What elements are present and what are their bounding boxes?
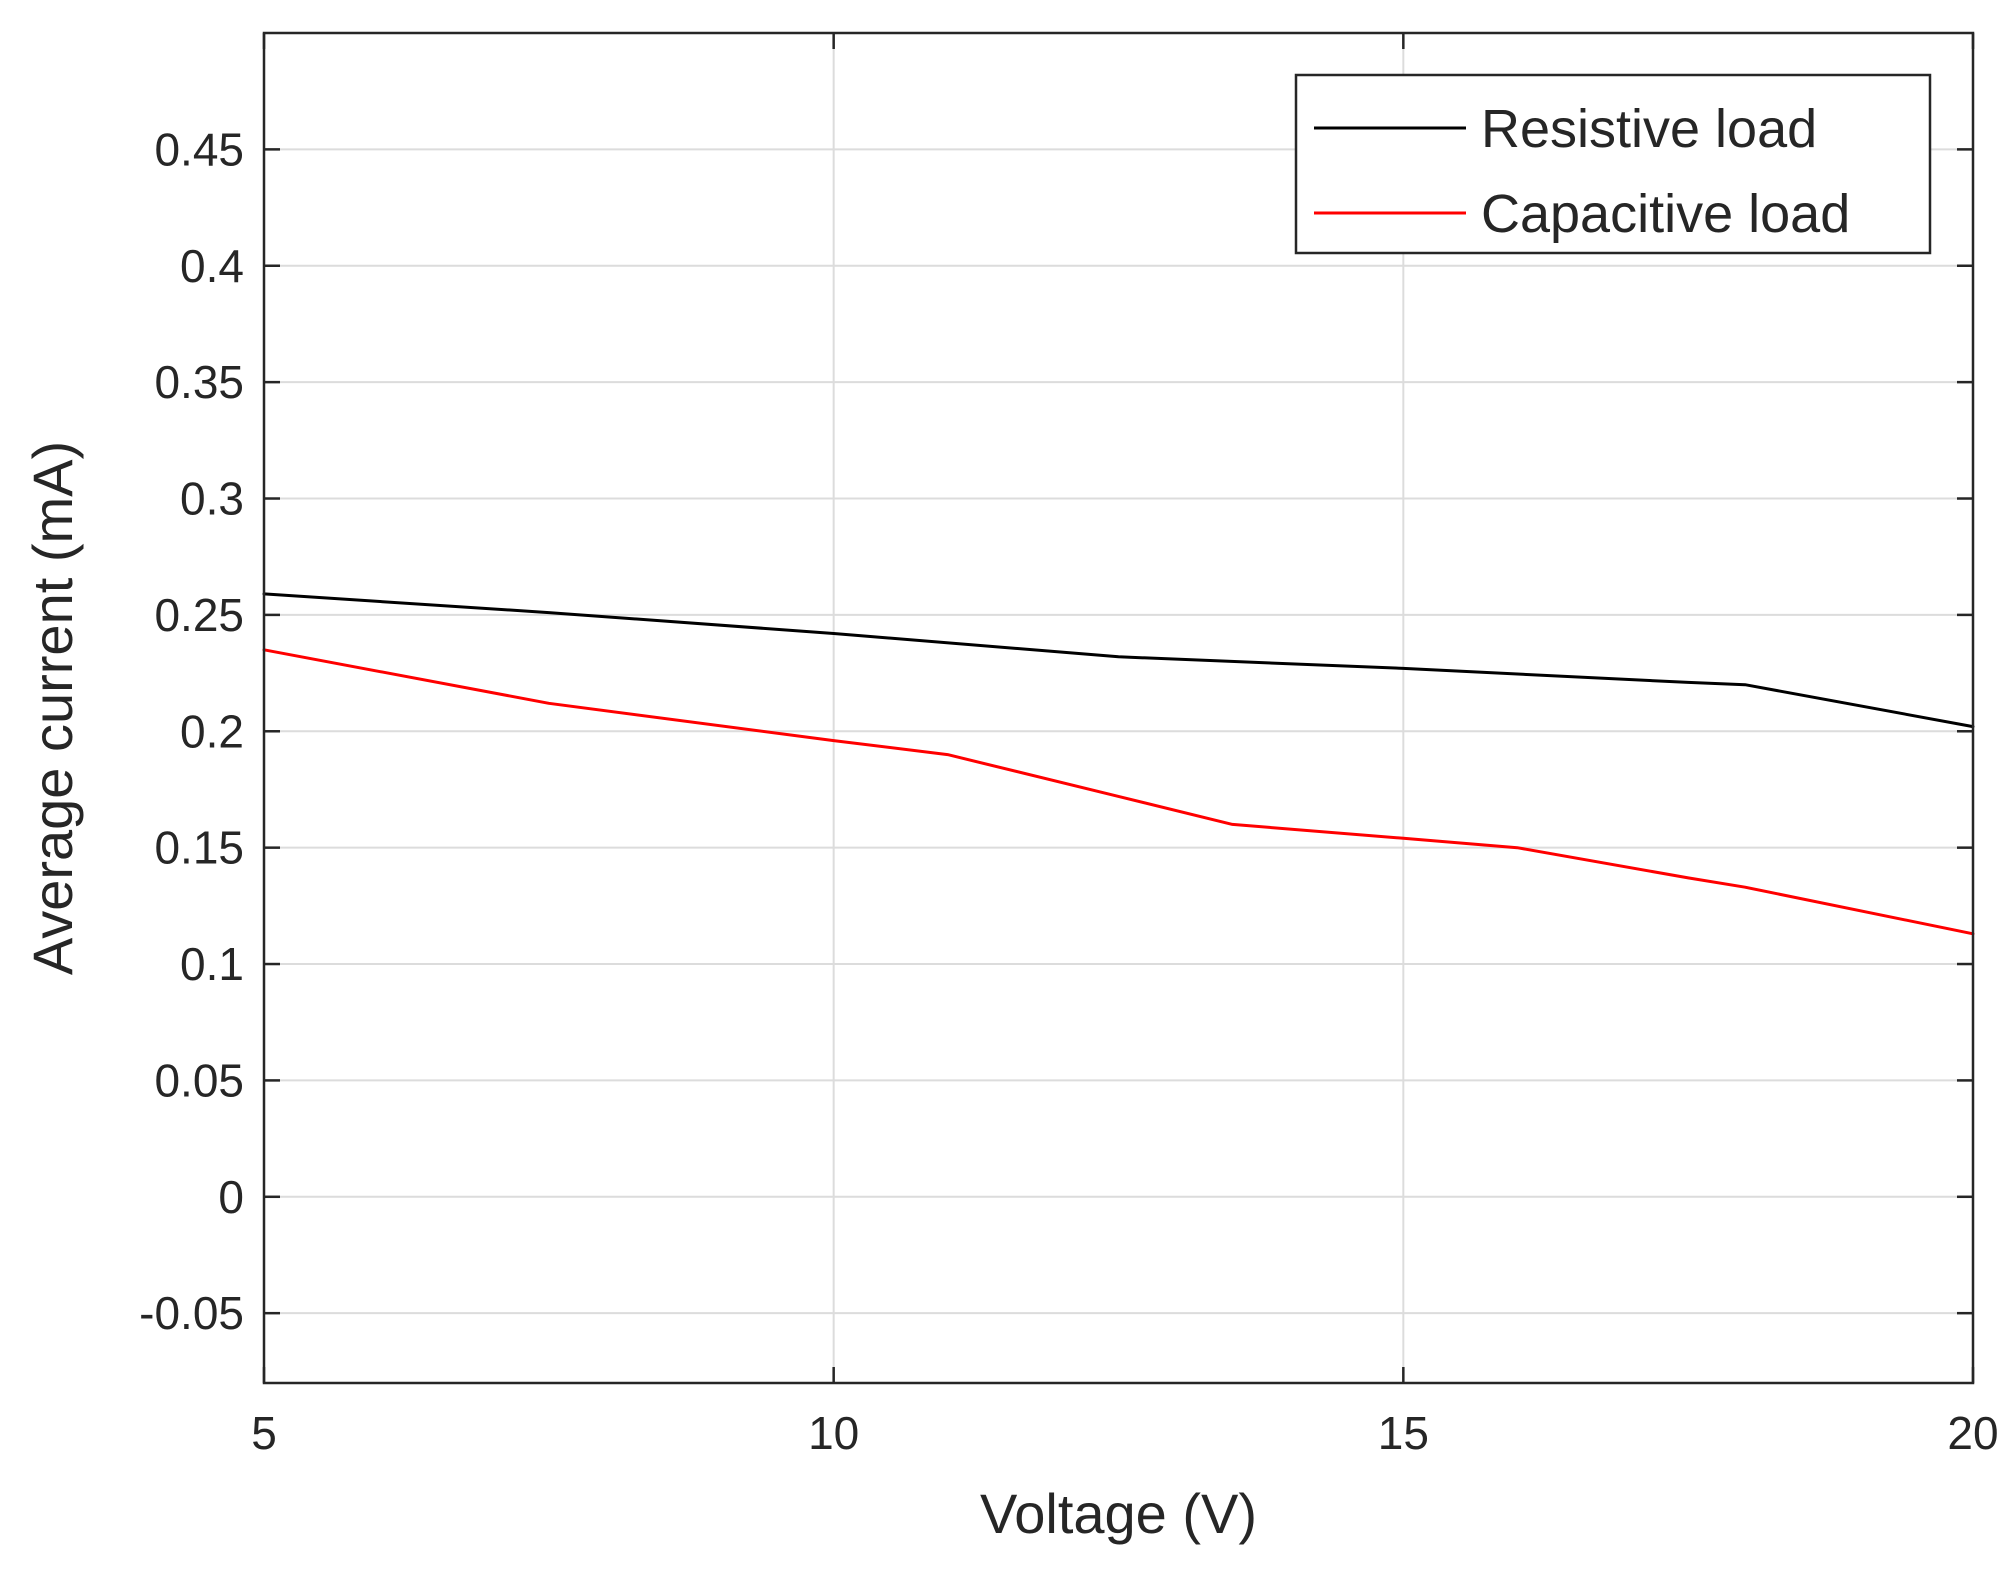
y-tick-label: 0 (218, 1171, 244, 1223)
y-tick-label: 0.35 (154, 356, 244, 408)
series-line-capacitive-load (262, 648, 1975, 936)
legend-label: Capacitive load (1481, 184, 1850, 244)
x-tick-label: 20 (1947, 1407, 1998, 1459)
y-tick-labels: -0.05 0 0.05 0.1 0.15 0.2 0.25 0.3 0.35 0.4 0.45 (139, 123, 244, 1339)
x-tick-labels: 5 10 15 20 (251, 1407, 1998, 1459)
y-tick-label: 0.3 (180, 473, 244, 525)
y-tick-label: 0.4 (180, 240, 244, 292)
axes-box (262, 31, 1975, 1385)
x-axis-title: Voltage (V) (980, 1482, 1257, 1545)
y-axis-title: Average current (mA) (21, 441, 84, 975)
y-tick-label: 0.2 (180, 705, 244, 757)
x-tick-label: 5 (251, 1407, 277, 1459)
x-tick-label: 10 (808, 1407, 859, 1459)
legend-box (1294, 73, 1932, 255)
series-lines (262, 592, 1975, 936)
plot-area (264, 33, 1973, 1383)
y-tick-label: -0.05 (139, 1287, 244, 1339)
tick-marks (262, 33, 1975, 1383)
y-tick-label: 0.05 (154, 1054, 244, 1106)
legend: Resistive load Capacitive load (1294, 73, 1932, 255)
y-tick-label: 0.1 (180, 938, 244, 990)
grid-lines (263, 33, 1974, 1383)
y-tick-label: 0.25 (154, 589, 244, 641)
series-line-resistive-load (262, 592, 1975, 729)
legend-label: Resistive load (1481, 99, 1817, 159)
x-tick-label: 15 (1378, 1407, 1429, 1459)
y-tick-label: 0.15 (154, 822, 244, 874)
y-tick-label: 0.45 (154, 123, 244, 175)
